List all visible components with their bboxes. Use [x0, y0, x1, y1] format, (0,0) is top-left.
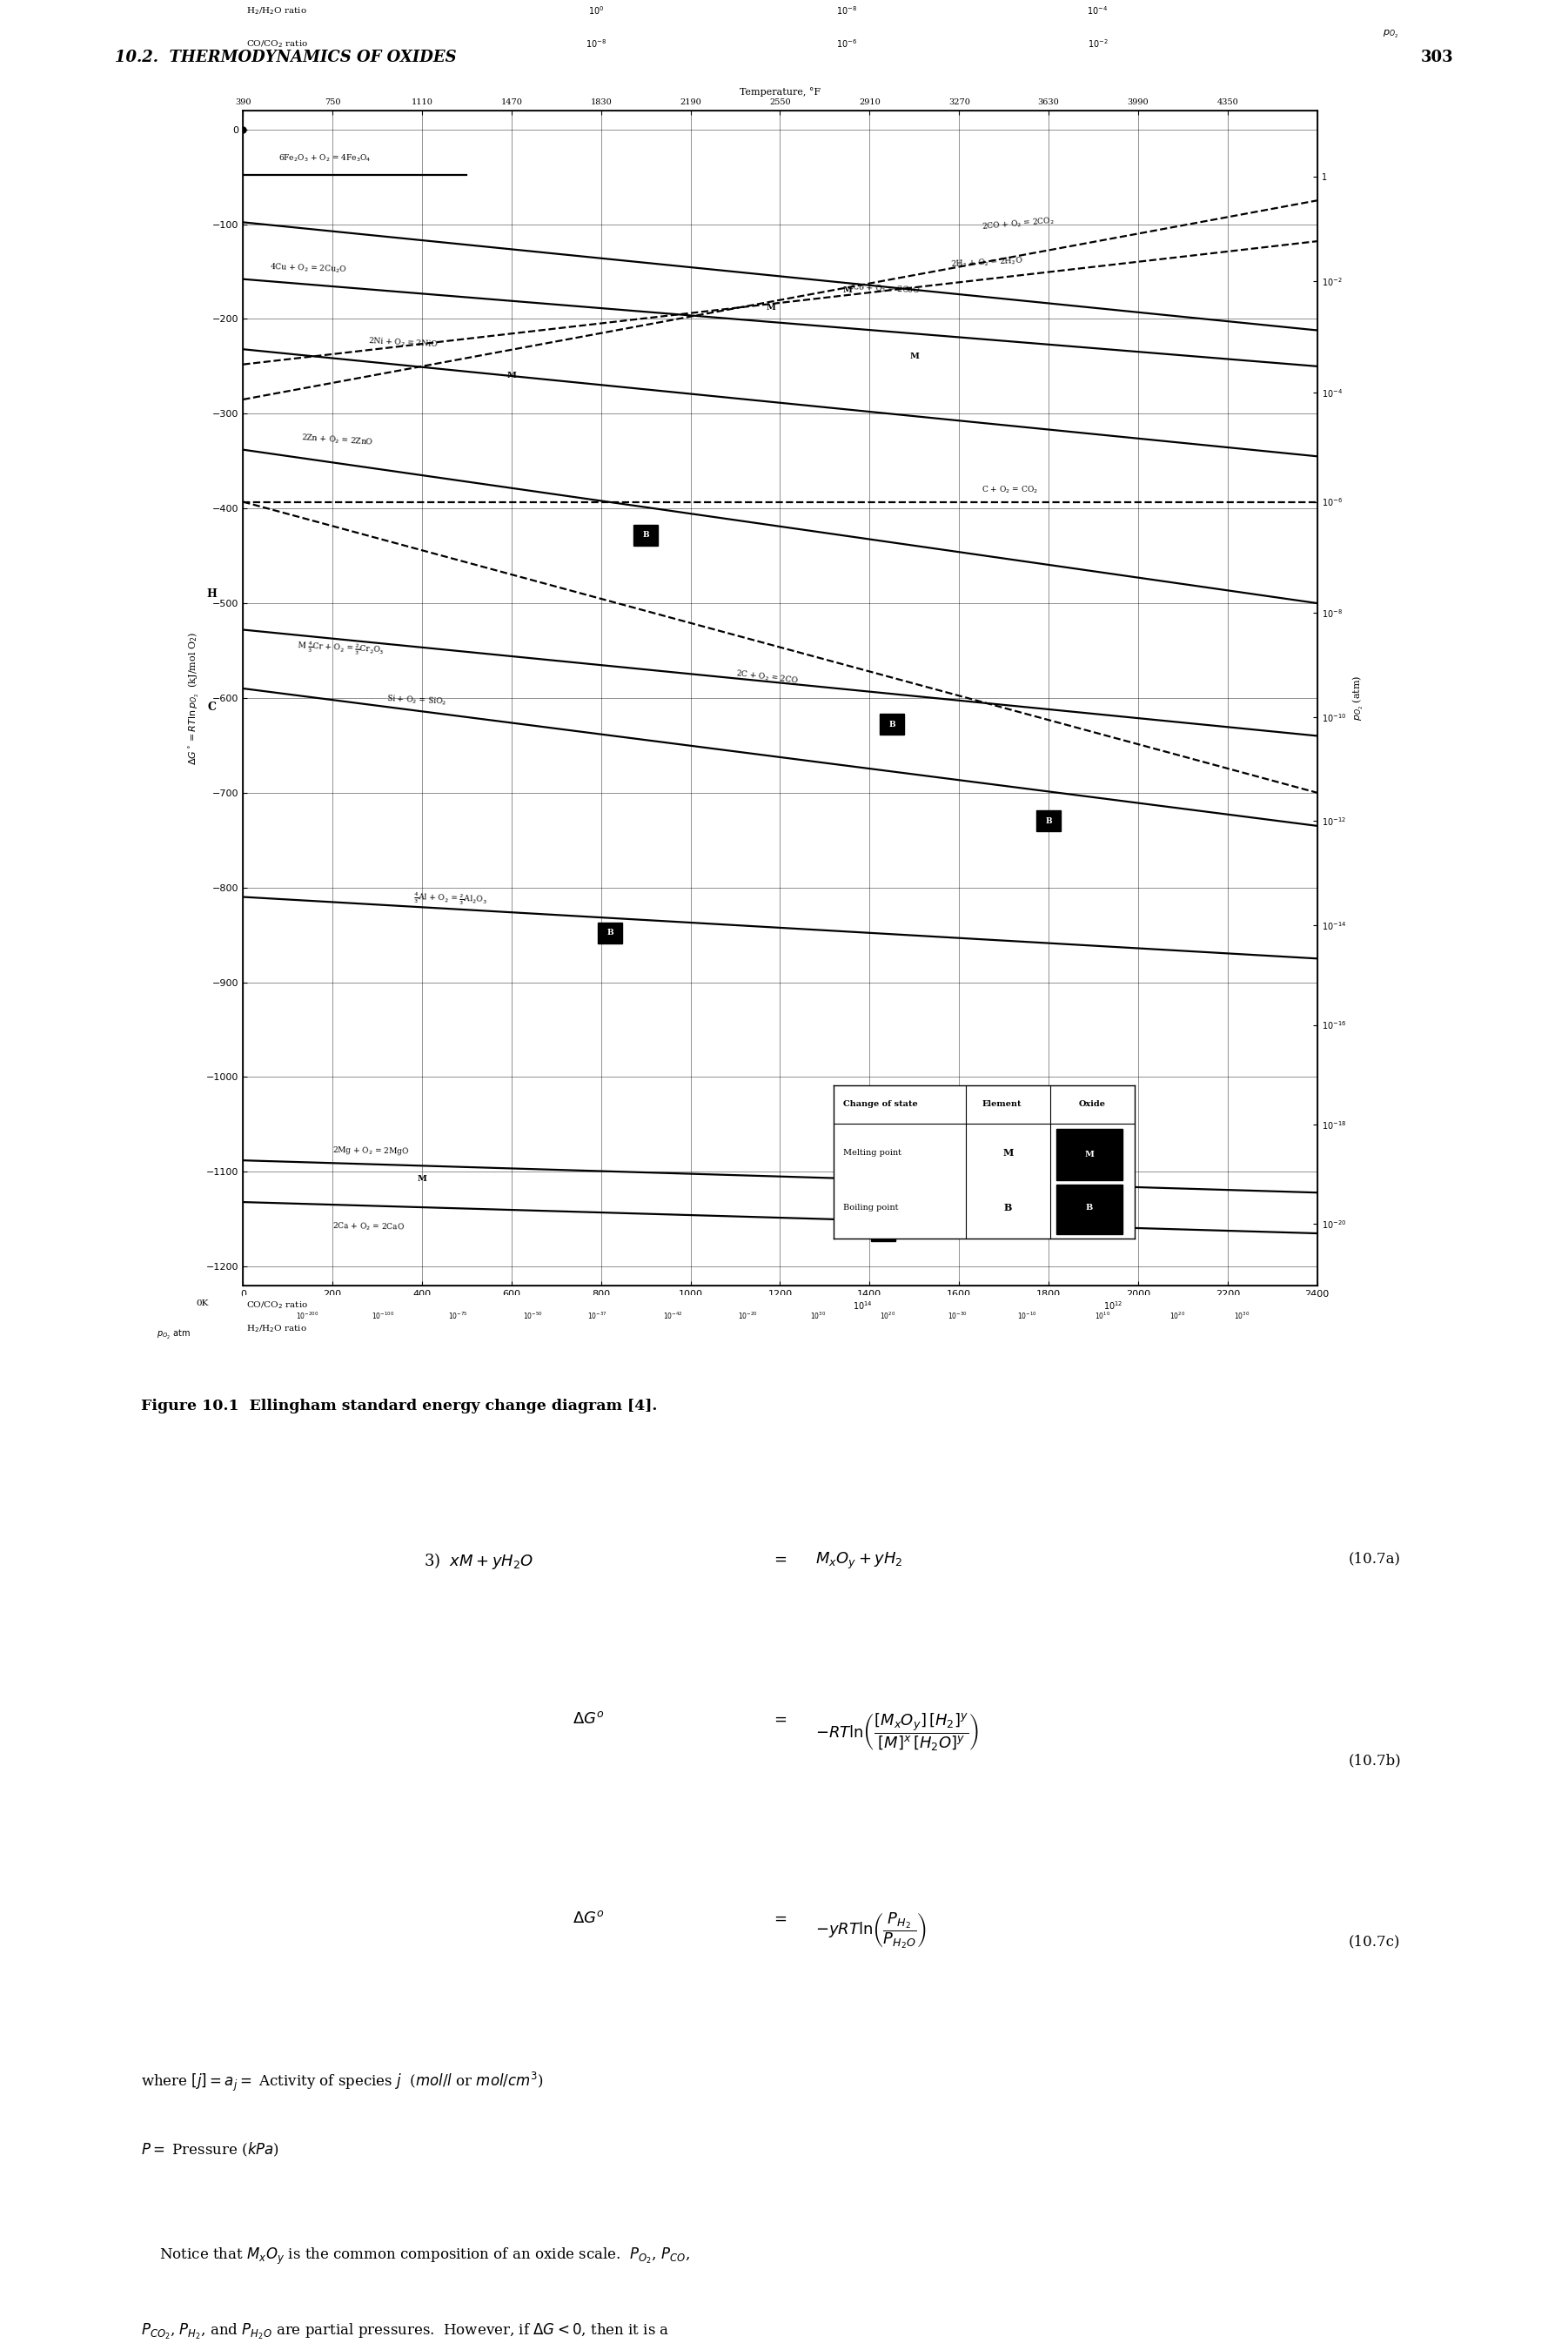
- Text: Change of state: Change of state: [844, 1100, 917, 1107]
- Text: 4Cu + O$_2$ = 2Cu$_2$O: 4Cu + O$_2$ = 2Cu$_2$O: [270, 261, 347, 275]
- Text: $=$: $=$: [771, 1711, 787, 1727]
- Text: B: B: [1085, 1203, 1093, 1213]
- Text: $p_{O_2}$: $p_{O_2}$: [1383, 28, 1399, 40]
- Text: $10^{-75}$: $10^{-75}$: [448, 1311, 467, 1321]
- Y-axis label: $p_{O_2}$ (atm): $p_{O_2}$ (atm): [1352, 674, 1366, 721]
- Text: M: M: [842, 287, 851, 294]
- Text: $10^{-100}$: $10^{-100}$: [372, 1311, 394, 1321]
- Text: M: M: [909, 352, 919, 362]
- Text: $10^{-4}$: $10^{-4}$: [1087, 5, 1109, 16]
- Text: 2C + O$_2$ = 2CO: 2C + O$_2$ = 2CO: [735, 667, 800, 686]
- Text: $P =$ Pressure ($kPa$): $P =$ Pressure ($kPa$): [141, 2141, 279, 2157]
- Text: C + O$_2$ = CO$_2$: C + O$_2$ = CO$_2$: [982, 484, 1038, 496]
- Text: $10^{-200}$: $10^{-200}$: [296, 1311, 318, 1321]
- Text: $10^{-30}$: $10^{-30}$: [947, 1311, 967, 1321]
- Text: $10^{-20}$: $10^{-20}$: [739, 1311, 757, 1321]
- Text: H: H: [207, 588, 216, 599]
- Text: M $\frac{4}{3}$Cr + O$_2$ = $\frac{2}{3}$Cr$_2$O$_3$: M $\frac{4}{3}$Cr + O$_2$ = $\frac{2}{3}…: [296, 639, 384, 658]
- Text: H$_2$/H$_2$O ratio: H$_2$/H$_2$O ratio: [246, 1323, 307, 1335]
- Bar: [880, 714, 905, 736]
- Text: 303: 303: [1421, 49, 1454, 66]
- Text: 2Ni + O$_2$ = 2NiO: 2Ni + O$_2$ = 2NiO: [368, 336, 439, 350]
- Text: Si + O$_2$ = SiO$_2$: Si + O$_2$ = SiO$_2$: [386, 693, 447, 707]
- Text: $10^{30}$: $10^{30}$: [809, 1311, 826, 1321]
- Bar: [870, 1220, 895, 1241]
- Text: B: B: [643, 531, 649, 538]
- Text: 2Zn + O$_2$ = 2ZnO: 2Zn + O$_2$ = 2ZnO: [301, 432, 373, 449]
- Text: B: B: [1004, 1203, 1013, 1213]
- Text: Element: Element: [983, 1100, 1022, 1107]
- Text: $10^{12}$: $10^{12}$: [1104, 1300, 1123, 1311]
- Text: Oxide: Oxide: [1079, 1100, 1105, 1107]
- Bar: [633, 524, 659, 545]
- Text: H$_2$/H$_2$O ratio: H$_2$/H$_2$O ratio: [246, 5, 307, 16]
- Text: Notice that $M_xO_y$ is the common composition of an oxide scale.  $\mathbf{\mat: Notice that $M_xO_y$ is the common compo…: [141, 2247, 690, 2268]
- Text: B: B: [1046, 818, 1052, 825]
- Text: CO/CO$_2$ ratio: CO/CO$_2$ ratio: [246, 1300, 307, 1311]
- FancyBboxPatch shape: [1057, 1128, 1123, 1180]
- Text: $10^{-8}$: $10^{-8}$: [836, 5, 858, 16]
- Text: $\Delta G^o$: $\Delta G^o$: [572, 1911, 604, 1927]
- Text: 2Co + O$_2$ = 2CoO: 2Co + O$_2$ = 2CoO: [847, 282, 920, 296]
- Text: $10^{10}$: $10^{10}$: [1094, 1311, 1110, 1321]
- Y-axis label: $\Delta G^\circ = RT \ln p_{O_2}$  (kJ/mol O$_2$): $\Delta G^\circ = RT \ln p_{O_2}$ (kJ/mo…: [187, 632, 201, 764]
- Text: 3)  $xM + yH_2O$: 3) $xM + yH_2O$: [423, 1551, 533, 1572]
- Text: $10^{-8}$: $10^{-8}$: [585, 38, 607, 49]
- Text: 2Mg + O$_2$ = 2MgO: 2Mg + O$_2$ = 2MgO: [332, 1144, 409, 1156]
- Text: Melting point: Melting point: [844, 1149, 902, 1156]
- Text: B: B: [880, 1227, 886, 1234]
- Text: $=$: $=$: [771, 1551, 787, 1567]
- Text: M: M: [506, 371, 516, 381]
- X-axis label: Temperature, °F: Temperature, °F: [740, 87, 820, 96]
- Text: 2H$_2$ + O$_2$ = 2H$_2$O: 2H$_2$ + O$_2$ = 2H$_2$O: [950, 254, 1022, 270]
- Text: $\Delta G^o$: $\Delta G^o$: [572, 1711, 604, 1727]
- Text: $=$: $=$: [771, 1911, 787, 1927]
- Text: M: M: [1004, 1149, 1013, 1159]
- Text: $10^{-37}$: $10^{-37}$: [588, 1311, 607, 1321]
- Text: $10^{-42}$: $10^{-42}$: [663, 1311, 682, 1321]
- X-axis label: Temperature, °C: Temperature, °C: [734, 1304, 826, 1314]
- Text: B: B: [607, 928, 613, 938]
- Text: M: M: [417, 1175, 426, 1184]
- Text: $10^{20}$: $10^{20}$: [1170, 1311, 1185, 1321]
- Text: $\mathbf{\mathit{P_{CO_2}}}$, $\mathbf{\mathit{P_{H_2}}}$, and $\mathbf{\mathit{: $\mathbf{\mathit{P_{CO_2}}}$, $\mathbf{\…: [141, 2322, 670, 2341]
- Text: M: M: [1085, 1152, 1094, 1159]
- Text: Figure 10.1  Ellingham standard energy change diagram [4].: Figure 10.1 Ellingham standard energy ch…: [141, 1398, 657, 1412]
- Text: $M_xO_y + yH_2$: $M_xO_y + yH_2$: [815, 1551, 903, 1572]
- Text: (10.7c): (10.7c): [1348, 1934, 1400, 1948]
- Text: where $[j] = a_j =$ Activity of species $j$  ($mol/l$ or $\mathit{mol/cm^3}$): where $[j] = a_j =$ Activity of species …: [141, 2070, 544, 2094]
- Text: $-yRT\ln\!\left(\dfrac{P_{H_2}}{P_{H_2O}}\right)$: $-yRT\ln\!\left(\dfrac{P_{H_2}}{P_{H_2O}…: [815, 1911, 927, 1950]
- Text: $p_{O_2}$ atm: $p_{O_2}$ atm: [157, 1328, 190, 1342]
- Text: $\frac{4}{3}$Al + O$_2$ = $\frac{2}{3}$Al$_2$O$_3$: $\frac{4}{3}$Al + O$_2$ = $\frac{2}{3}$A…: [412, 891, 488, 907]
- Text: 6Fe$_2$O$_3$ + O$_2$ = 4Fe$_3$O$_4$: 6Fe$_2$O$_3$ + O$_2$ = 4Fe$_3$O$_4$: [279, 153, 372, 162]
- Text: $10^{20}$: $10^{20}$: [880, 1311, 895, 1321]
- Text: 0K: 0K: [196, 1300, 209, 1307]
- Text: 10.2.  THERMODYNAMICS OF OXIDES: 10.2. THERMODYNAMICS OF OXIDES: [114, 49, 456, 66]
- Text: CO/CO$_2$ ratio: CO/CO$_2$ ratio: [246, 38, 307, 49]
- Text: $10^{30}$: $10^{30}$: [1234, 1311, 1250, 1321]
- Text: $10^{-2}$: $10^{-2}$: [1087, 38, 1109, 49]
- Text: 2CO + O$_2$ = 2CO$_2$: 2CO + O$_2$ = 2CO$_2$: [982, 216, 1055, 233]
- Text: $10^{-6}$: $10^{-6}$: [836, 38, 858, 49]
- Text: $10^{-10}$: $10^{-10}$: [1018, 1311, 1036, 1321]
- Text: $10^{14}$: $10^{14}$: [853, 1300, 872, 1311]
- Text: M: M: [767, 303, 776, 313]
- Text: $-RT\ln\!\left(\dfrac{[M_xO_y]\,[H_2]^y}{[M]^x\,[H_2O]^y}\right)$: $-RT\ln\!\left(\dfrac{[M_xO_y]\,[H_2]^y}…: [815, 1711, 978, 1751]
- Bar: [1036, 811, 1062, 832]
- Text: 2Ca + O$_2$ = 2CaO: 2Ca + O$_2$ = 2CaO: [332, 1220, 405, 1234]
- Text: Boiling point: Boiling point: [844, 1203, 898, 1213]
- Text: $10^{0}$: $10^{0}$: [588, 5, 604, 16]
- FancyBboxPatch shape: [1057, 1184, 1123, 1234]
- Text: C: C: [207, 703, 216, 712]
- Text: (10.7a): (10.7a): [1348, 1551, 1400, 1565]
- Bar: [597, 924, 622, 942]
- Text: (10.7b): (10.7b): [1348, 1753, 1402, 1767]
- Text: B: B: [889, 721, 895, 728]
- Text: $10^{-50}$: $10^{-50}$: [524, 1311, 543, 1321]
